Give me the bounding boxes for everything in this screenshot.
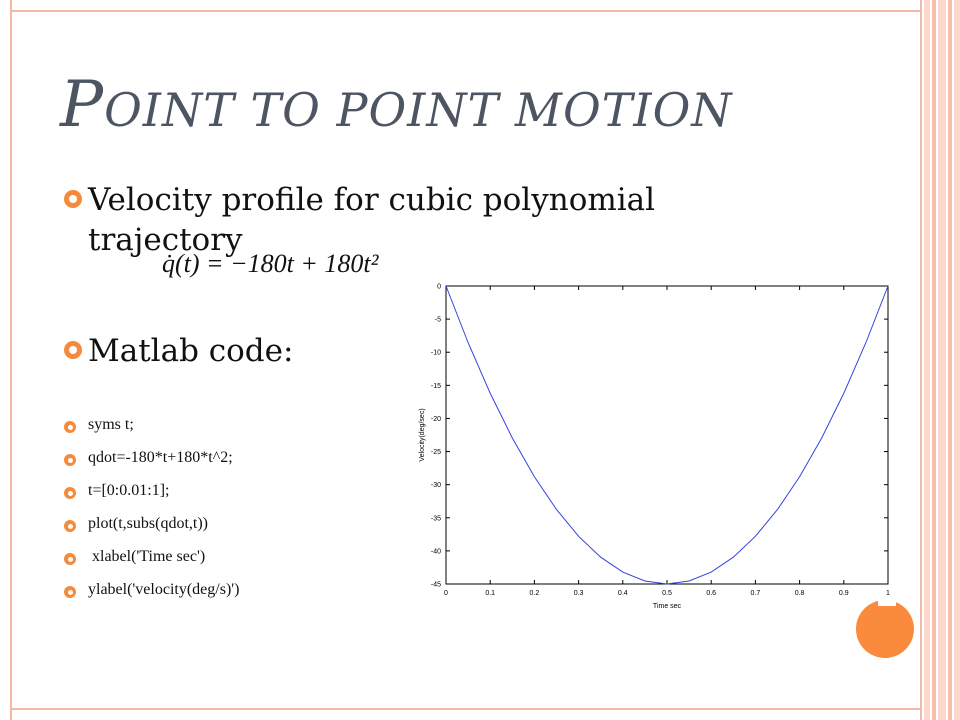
bullet-dot-icon (64, 190, 82, 208)
y-tick-label: -40 (431, 548, 441, 555)
code-bullet-icon (64, 520, 76, 532)
y-tick-label: -15 (431, 383, 441, 390)
code-line: qdot=-180*t+180*t^2; (88, 449, 233, 466)
y-tick-label: -10 (431, 350, 441, 357)
frame-left-line (10, 0, 12, 720)
code-bullet-icon (64, 586, 76, 598)
y-tick-label: 0 (437, 284, 441, 291)
bullet-dot-icon (64, 341, 82, 359)
x-tick-label: 0.8 (795, 590, 805, 597)
velocity-series-line (445, 285, 889, 585)
equation-lhs: q̇(t) = (162, 249, 231, 278)
code-bullet-icon (64, 421, 76, 433)
y-axis-label: Velocity(deg/sec) (419, 408, 426, 461)
decorative-stripes (924, 0, 960, 720)
decorative-orange-circle (856, 600, 914, 658)
decorative-notch (878, 596, 896, 606)
code-bullet-icon (64, 454, 76, 466)
code-line: ylabel('velocity(deg/s)') (88, 581, 240, 598)
code-line: plot(t,subs(qdot,t)) (88, 515, 208, 532)
x-tick-label: 0 (444, 590, 448, 597)
title-initial: P (60, 68, 105, 142)
x-tick-label: 0.3 (574, 590, 584, 597)
frame-bottom-line (10, 708, 922, 710)
code-line: syms t; (88, 416, 134, 433)
title-rest: oint to point motion (104, 83, 733, 137)
velocity-equation: q̇(t) = −180t + 180t² (162, 249, 378, 279)
slide-title: Point to point motion (60, 68, 733, 142)
bullet-velocity-profile: Velocity profile for cubic polynomial tr… (88, 182, 656, 258)
x-axis-label: Time sec (653, 603, 682, 610)
code-line: t=[0:0.01:1]; (88, 482, 170, 499)
x-tick-label: 0.7 (751, 590, 761, 597)
x-tick-label: 0.6 (706, 590, 716, 597)
x-tick-label: 1 (886, 590, 890, 597)
x-tick-label: 0.9 (839, 590, 849, 597)
plot-area (445, 285, 889, 585)
y-tick-label: -20 (431, 416, 441, 423)
y-tick-label: -45 (431, 582, 441, 589)
frame-top-line (10, 10, 922, 12)
y-tick-label: -35 (431, 515, 441, 522)
code-bullet-icon (64, 487, 76, 499)
x-tick-label: 0.1 (485, 590, 495, 597)
frame-right-line (920, 0, 922, 720)
y-tick-label: -25 (431, 449, 441, 456)
y-tick-label: -5 (435, 317, 441, 324)
bullet-matlab-code: Matlab code: (88, 333, 294, 369)
code-bullet-icon (64, 553, 76, 565)
velocity-chart: 0 0.1 0.2 0.3 0.4 0.5 0.6 0.7 0.8 0.9 1 0 -5 -10 -15 -2… (419, 284, 890, 611)
x-tick-label: 0.2 (530, 590, 540, 597)
code-line: xlabel('Time sec') (88, 548, 206, 565)
equation-rhs: −180t + 180t² (230, 249, 379, 278)
y-tick-label: -30 (431, 482, 441, 489)
x-tick-label: 0.5 (662, 590, 672, 597)
x-tick-label: 0.4 (618, 590, 628, 597)
